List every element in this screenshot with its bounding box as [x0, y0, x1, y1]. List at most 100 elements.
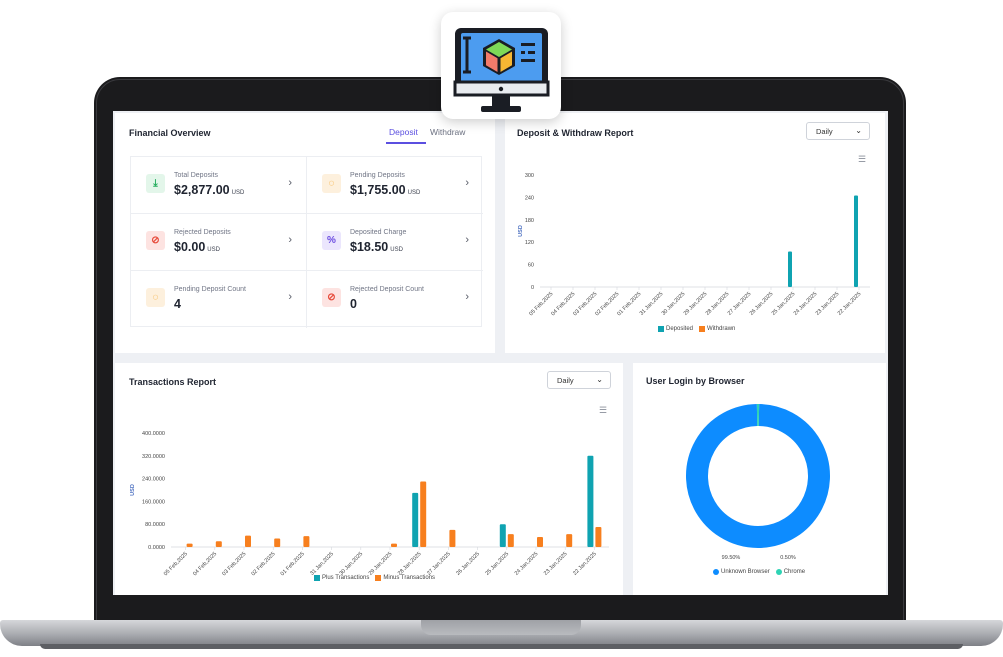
stat-unit: USD [231, 190, 245, 196]
transactions-chart-legend: Plus Transactions Minus Transactions [314, 575, 435, 581]
x-tick-label: 24 Jan,2025 [514, 551, 540, 577]
slice-value-label: 0.50% [780, 555, 796, 561]
chevron-right-icon[interactable]: › [288, 234, 292, 246]
x-tick-label: 05 Feb,2025 [163, 551, 189, 577]
stat-label: Pending Deposit Count [174, 286, 246, 293]
legend-label: Withdrawn [707, 326, 736, 332]
legend-label: Plus Transactions [322, 575, 370, 581]
legend-label: Chrome [783, 569, 806, 575]
y-tick-label: 120 [525, 240, 534, 246]
bar-plus-transactions [587, 455, 594, 547]
y-tick-label: 180 [525, 218, 534, 224]
pending-icon: ◌ [322, 174, 341, 193]
bar-minus-transactions [595, 527, 602, 547]
stat-amount: 0 [350, 297, 357, 311]
stat-amount: $2,877.00 [174, 183, 230, 197]
y-axis-label: USD [518, 225, 524, 237]
chevron-right-icon[interactable]: › [288, 177, 292, 189]
stat-value: 4 [174, 297, 181, 311]
x-tick-label: 31 Jan,2025 [309, 551, 335, 577]
stat-card[interactable]: % Deposited Charge $18.50 USD › [307, 214, 483, 271]
chevron-down-icon: ⌄ [855, 126, 862, 135]
chevron-right-icon[interactable]: › [465, 291, 469, 303]
y-tick-label: 80.0000 [145, 522, 165, 528]
stat-label: Rejected Deposits [174, 229, 231, 236]
legend-label: Deposited [666, 326, 694, 332]
app-logo-badge [441, 12, 561, 119]
browser-donut-chart: 99.50% 0.50% [686, 404, 830, 561]
financial-overview-title: Financial Overview [129, 128, 211, 138]
transactions-report-card: Transactions Report Daily ⌄ ☰ 0.0000 80.0… [115, 363, 623, 595]
stat-card[interactable]: ◌ Pending Deposit Count 4 › [131, 271, 307, 328]
laptop-base-foot [40, 644, 963, 649]
stat-label: Pending Deposits [350, 172, 405, 179]
legend-label: Minus Transactions [383, 575, 436, 581]
transactions-report-title: Transactions Report [129, 377, 217, 387]
deposit-period-value: Daily [816, 127, 833, 136]
bar-minus-transactions [507, 534, 514, 547]
bar-minus-transactions [391, 543, 397, 547]
stat-card[interactable]: ⊘ Rejected Deposit Count 0 › [307, 271, 483, 328]
stat-card[interactable]: ⊘ Rejected Deposits $0.00 USD › [131, 214, 307, 271]
stat-label: Deposited Charge [350, 229, 407, 236]
y-tick-label: 400.0000 [142, 431, 165, 437]
transactions-period-value: Daily [557, 376, 574, 385]
y-tick-label: 240 [525, 195, 534, 201]
bar-minus-transactions [566, 534, 573, 547]
legend-item[interactable]: Minus Transactions [375, 575, 435, 581]
y-tick-label: 240.0000 [142, 477, 165, 483]
x-tick-label: 02 Feb,2025 [251, 551, 277, 577]
stat-amount: $1,755.00 [350, 183, 406, 197]
browser-chart-legend: Unknown Browser Chrome [713, 569, 805, 575]
deposit-period-select[interactable]: Daily ⌄ [806, 122, 870, 140]
stat-card[interactable]: ⤓ Total Deposits $2,877.00 USD › [131, 157, 307, 214]
user-login-browser-title: User Login by Browser [646, 376, 745, 386]
chevron-down-icon: ⌄ [596, 375, 603, 384]
financial-overview-card: Financial Overview Deposit Withdraw ⤓ Tot… [115, 113, 495, 353]
stat-unit: USD [407, 190, 421, 196]
deposit-withdraw-report-title: Deposit & Withdraw Report [517, 128, 634, 138]
legend-item[interactable]: Unknown Browser [713, 569, 770, 575]
stat-card[interactable]: ◌ Pending Deposits $1,755.00 USD › [307, 157, 483, 214]
ban-icon: ⊘ [146, 231, 165, 250]
stat-unit: USD [207, 247, 220, 253]
y-tick-label: 0.0000 [148, 545, 165, 551]
bar-minus-transactions [215, 541, 222, 547]
legend-swatch [658, 326, 664, 332]
chevron-right-icon[interactable]: › [465, 234, 469, 246]
bar-deposited [788, 251, 792, 287]
bar-minus-transactions [537, 537, 543, 547]
pending-icon: ◌ [146, 288, 165, 307]
stat-value: 0 [350, 297, 357, 311]
stat-label: Total Deposits [174, 172, 218, 179]
transactions-period-select[interactable]: Daily ⌄ [547, 371, 611, 389]
x-tick-label: 01 Feb,2025 [280, 551, 306, 577]
stat-amount: $0.00 [174, 240, 206, 254]
legend-item[interactable]: Deposited [658, 326, 693, 332]
stat-label: Rejected Deposit Count [350, 286, 424, 293]
tab-withdraw[interactable]: Withdraw [430, 127, 466, 137]
bar-deposited [854, 195, 858, 287]
y-tick-label: 300 [525, 173, 534, 179]
stat-grid: ⤓ Total Deposits $2,877.00 USD › ◌ Pending Dep… [130, 156, 483, 328]
stat-value: $0.00 USD [174, 240, 220, 254]
legend-item[interactable]: Chrome [775, 569, 806, 575]
hamburger-menu-icon[interactable]: ☰ [599, 405, 608, 415]
tab-deposit[interactable]: Deposit [389, 127, 418, 137]
legend-item[interactable]: Plus Transactions [314, 575, 369, 581]
chevron-right-icon[interactable]: › [465, 177, 469, 189]
bar-minus-transactions [303, 536, 310, 547]
y-tick-label: 0 [531, 285, 534, 291]
chevron-right-icon[interactable]: › [288, 291, 292, 303]
x-tick-label: 30 Jan,2025 [339, 551, 365, 577]
stat-value: $2,877.00 USD [174, 183, 244, 197]
y-axis-label: USD [130, 484, 136, 496]
legend-swatch [699, 326, 706, 332]
x-tick-label: 25 Jan,2025 [485, 551, 511, 577]
user-login-browser-card: User Login by Browser 99.50% 0.50% Unknow… [633, 363, 886, 595]
bar-plus-transactions [412, 492, 419, 547]
hamburger-menu-icon[interactable]: ☰ [858, 154, 867, 164]
laptop-base-notch [421, 620, 581, 635]
legend-item[interactable]: Withdrawn [699, 326, 735, 332]
legend-swatch [713, 569, 719, 575]
